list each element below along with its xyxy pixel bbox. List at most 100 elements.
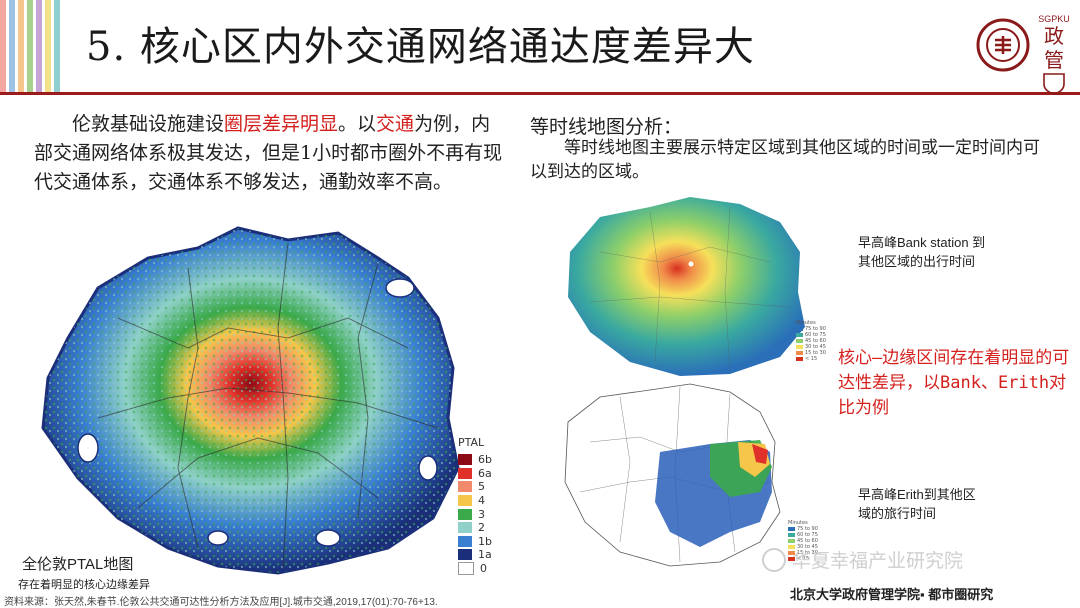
mini-legend-item: 45 to 60 bbox=[788, 538, 818, 544]
header-stripe bbox=[27, 0, 33, 92]
institution-footer: 北京大学政府管理学院▪ 都市圈研究 bbox=[790, 587, 994, 602]
header-stripe bbox=[18, 0, 24, 92]
legend-item: 4 bbox=[458, 494, 506, 508]
header-stripe bbox=[54, 0, 60, 92]
mini-legend-swatch bbox=[796, 327, 803, 331]
legend-swatch bbox=[458, 467, 472, 479]
mini-legend-item: 30 to 45 bbox=[788, 544, 818, 550]
mini-legend-item: 15 to 30 bbox=[788, 550, 818, 556]
legend-swatch bbox=[458, 508, 472, 520]
legend-label: 5 bbox=[478, 480, 485, 494]
ptal-legend: PTAL 6b 6a 5 4 3 2 1b 1a 0 bbox=[458, 436, 506, 576]
mini-legend-label: < 15 bbox=[805, 356, 818, 362]
header-stripe bbox=[0, 0, 6, 92]
legend-item: 5 bbox=[458, 480, 506, 494]
mini-legend-label: 15 to 30 bbox=[797, 550, 818, 556]
mini-legend-swatch bbox=[788, 557, 795, 561]
ptal-map-caption: 全伦敦PTAL地图 bbox=[22, 556, 134, 573]
mini-legend-swatch bbox=[788, 545, 795, 549]
london-ptal-map bbox=[41, 226, 460, 575]
mini-legend-item: < 15 bbox=[788, 556, 818, 562]
sgpku-logo: SGPKU 政管 bbox=[1036, 14, 1072, 95]
intro-highlight-1: 圈层差异明显 bbox=[224, 113, 339, 135]
bank-mini-legend: Minutes 75 to 90 60 to 75 45 to 60 30 to 45 1… bbox=[796, 320, 826, 362]
mini-legend-swatch bbox=[796, 357, 803, 361]
mini-legend-swatch bbox=[796, 333, 803, 337]
mini-legend-item: 45 to 60 bbox=[796, 338, 826, 344]
header-stripes bbox=[0, 0, 60, 92]
mini-legend-label: 30 to 45 bbox=[797, 544, 818, 550]
header-stripe bbox=[51, 0, 54, 92]
mini-legend-label: 75 to 90 bbox=[805, 326, 826, 332]
mini-legend-label: 60 to 75 bbox=[797, 532, 818, 538]
header-stripe bbox=[9, 0, 15, 92]
isochrone-heading: 等时线地图分析： bbox=[530, 116, 683, 138]
erith-mini-legend: Minutes 75 to 90 60 to 75 45 to 60 30 to 45 1… bbox=[788, 520, 818, 562]
header-stripe bbox=[36, 0, 42, 92]
legend-label: 2 bbox=[478, 521, 485, 535]
legend-swatch bbox=[458, 535, 472, 547]
legend-item: 6a bbox=[458, 467, 506, 481]
shield-icon bbox=[1043, 73, 1065, 95]
mini-legend-label: 45 to 60 bbox=[805, 338, 826, 344]
mini-legend-item: 60 to 75 bbox=[788, 532, 818, 538]
erith-isochrone-map bbox=[564, 383, 781, 567]
legend-label: 6b bbox=[478, 453, 492, 467]
wechat-icon bbox=[762, 547, 786, 572]
legend-label: 1b bbox=[478, 534, 492, 548]
intro-text-a: 伦敦基础设施建设 bbox=[72, 113, 225, 135]
mini-legend-label: 45 to 60 bbox=[797, 538, 818, 544]
mini-legend-swatch bbox=[796, 339, 803, 343]
mini-legend-item: 15 to 30 bbox=[796, 350, 826, 356]
header-stripe bbox=[24, 0, 27, 92]
mini-legend-swatch bbox=[788, 527, 795, 531]
legend-swatch bbox=[458, 481, 472, 493]
mini-legend-title: Minutes bbox=[796, 320, 816, 326]
bank-isochrone-map bbox=[568, 197, 805, 376]
watermark-text: 华夏幸福产业研究院 bbox=[792, 550, 964, 572]
mini-legend-label: 30 to 45 bbox=[805, 344, 826, 350]
watermark: 华夏幸福产业研究院 bbox=[762, 546, 963, 573]
title-underline bbox=[0, 92, 1080, 95]
mini-legend-item: 60 to 75 bbox=[796, 332, 826, 338]
legend-swatch bbox=[458, 522, 472, 534]
mini-legend-swatch bbox=[796, 345, 803, 349]
mini-legend-label: 15 to 30 bbox=[805, 350, 826, 356]
legend-item: 6b bbox=[458, 453, 506, 467]
header-stripe bbox=[33, 0, 36, 92]
legend-swatch bbox=[458, 549, 472, 561]
mini-legend-swatch bbox=[788, 539, 795, 543]
header-stripe bbox=[6, 0, 9, 92]
mini-legend-item: 30 to 45 bbox=[796, 344, 826, 350]
legend-title: PTAL bbox=[458, 436, 485, 449]
legend-item: 0 bbox=[458, 562, 506, 576]
legend-item: 1a bbox=[458, 548, 506, 562]
mini-legend-item: 75 to 90 bbox=[788, 526, 818, 532]
legend-item: 2 bbox=[458, 521, 506, 535]
legend-label: 3 bbox=[478, 507, 485, 521]
mini-legend-swatch bbox=[796, 351, 803, 355]
source-citation: 资料来源：张天然,朱春节.伦敦公共交通可达性分析方法及应用[J].城市交通,20… bbox=[4, 597, 438, 608]
legend-label: 1a bbox=[478, 548, 492, 562]
erith-caption: 早高峰Erith到其他区域的旅行时间 bbox=[858, 487, 976, 521]
legend-swatch bbox=[458, 454, 472, 466]
intro-paragraph: 伦敦基础设施建设圈层差异明显。以交通为例，内部交通网络体系极其发达，但是1小时都… bbox=[34, 110, 504, 197]
mini-legend-item: 75 to 90 bbox=[796, 326, 826, 332]
pku-seal-logo bbox=[976, 18, 1030, 72]
mini-legend-label: < 15 bbox=[797, 556, 810, 562]
mini-legend-title: Minutes bbox=[788, 520, 808, 526]
legend-label: 0 bbox=[480, 562, 487, 576]
intro-highlight-2: 交通 bbox=[376, 113, 415, 135]
mini-legend-swatch bbox=[788, 551, 795, 555]
isochrone-description: 等时线地图主要展示特定区域到其他区域的时间或一定时间内可以到达的区域。 bbox=[530, 138, 1040, 182]
contrast-note: 核心—边缘区间存在着明显的可达性差异，以Bank、Erith对比为例 bbox=[838, 348, 1070, 418]
page-title: 5. 核心区内外交通网络通达度差异大 bbox=[86, 24, 755, 70]
mini-legend-label: 60 to 75 bbox=[805, 332, 826, 338]
intro-text-c: 为例，内部交通网络体系极其发达，但是1小时都市圈外不再有现代交通体系，交通体系不… bbox=[34, 113, 503, 193]
intro-text-b: 。以 bbox=[338, 113, 377, 135]
bank-caption: 早高峰Bank station 到其他区域的出行时间 bbox=[858, 235, 986, 269]
legend-item: 3 bbox=[458, 507, 506, 521]
ptal-map-subcaption: 存在着明显的核心边缘差异 bbox=[18, 579, 150, 591]
legend-swatch bbox=[458, 495, 472, 507]
legend-swatch bbox=[458, 562, 474, 576]
